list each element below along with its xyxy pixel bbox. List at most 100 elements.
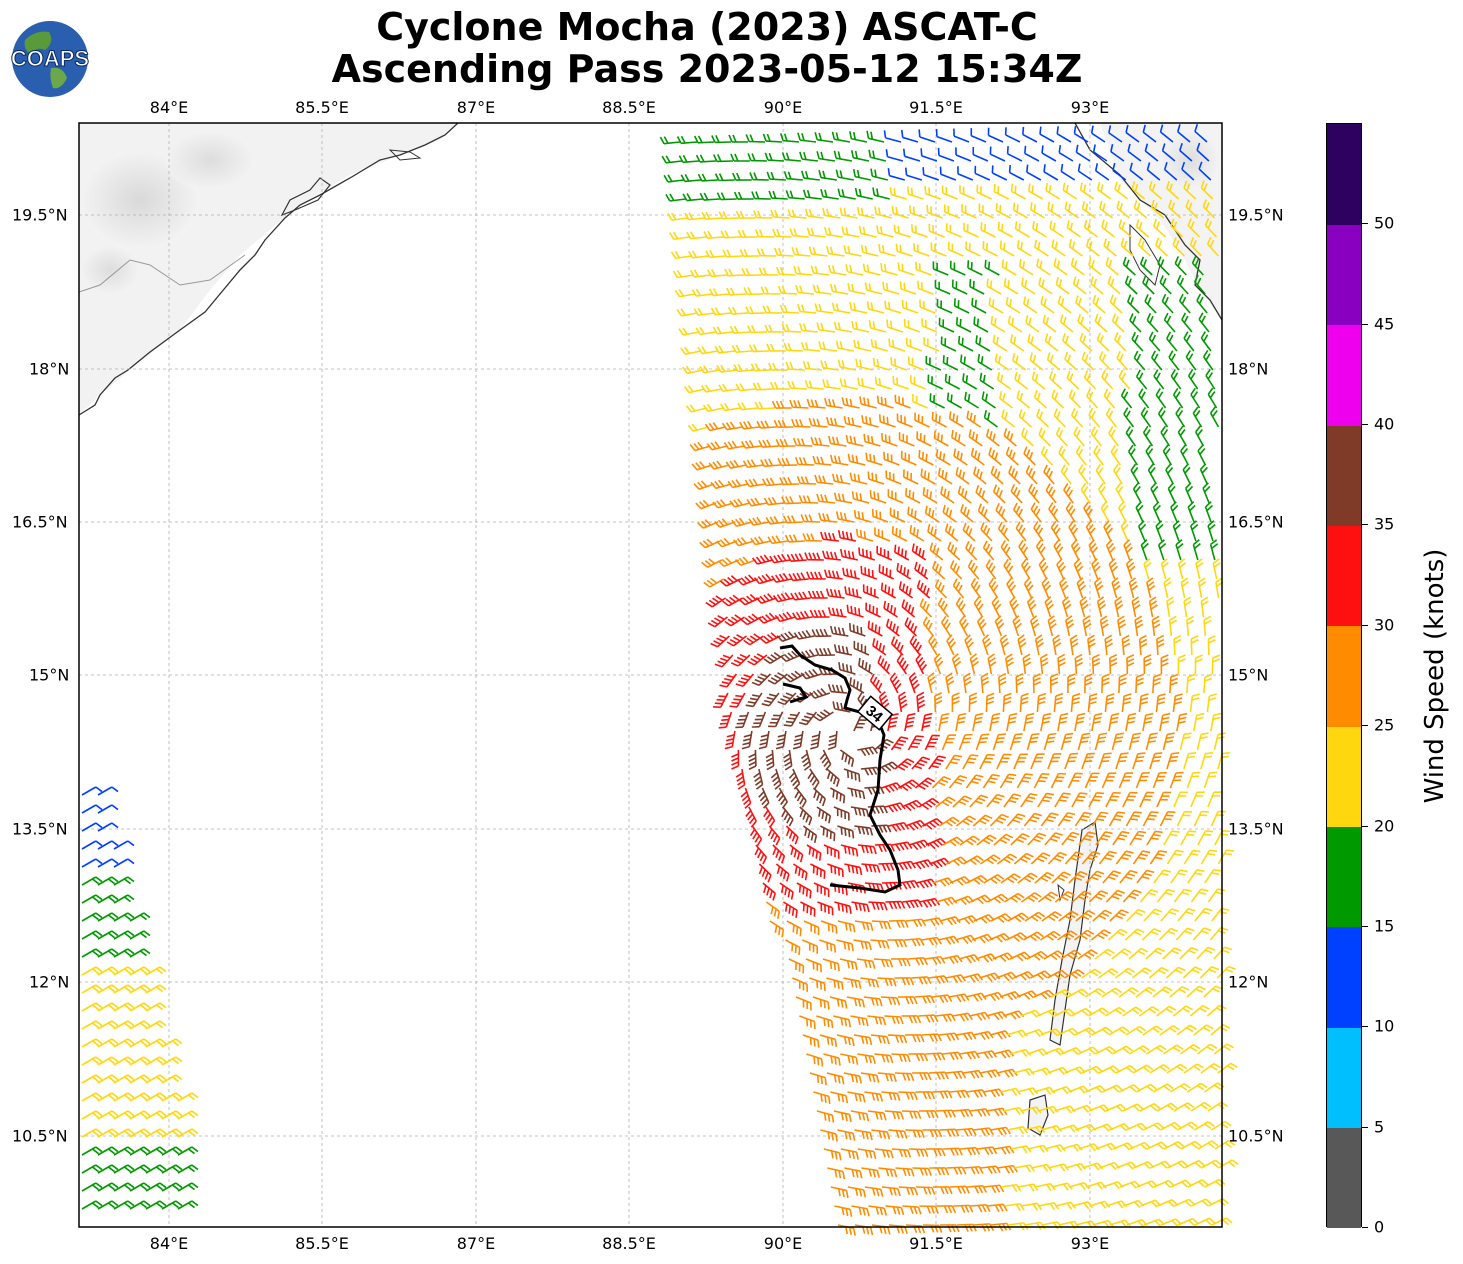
- wind-barb: [710, 634, 730, 648]
- wind-barb: [1198, 161, 1212, 181]
- wind-barb: [912, 859, 934, 870]
- wind-barb: [1135, 218, 1150, 238]
- wind-barb: [81, 1110, 103, 1120]
- wind-barb: [985, 428, 1000, 447]
- wind-barb: [693, 307, 715, 317]
- wind-barb: [1000, 540, 1012, 561]
- wind-barb: [1179, 143, 1193, 162]
- wind-barb: [1017, 1087, 1039, 1096]
- wind-barb: [129, 1038, 151, 1048]
- wind-barb: [1200, 180, 1214, 200]
- wind-barb: [1067, 988, 1089, 998]
- wind-barb: [955, 147, 972, 162]
- wind-barb: [1179, 1044, 1201, 1055]
- wind-barb: [1149, 752, 1163, 770]
- wind-barb: [887, 489, 904, 504]
- wind-barb: [903, 318, 921, 333]
- wind-barb: [1003, 892, 1025, 903]
- wind-barb: [980, 1165, 1001, 1175]
- wind-barb: [979, 753, 995, 770]
- wind-barb: [1058, 445, 1070, 466]
- wind-barb: [81, 984, 103, 994]
- wind-barb: [683, 385, 705, 394]
- wind-barb: [113, 912, 135, 922]
- wind-barb: [866, 130, 885, 143]
- wind-barb: [969, 279, 985, 295]
- wind-barb: [973, 596, 984, 618]
- wind-barb: [955, 1031, 977, 1041]
- wind-barb: [1105, 407, 1118, 428]
- wind-barb: [1079, 182, 1095, 200]
- wind-barb: [1014, 221, 1030, 238]
- wind-barb: [1022, 126, 1038, 143]
- wind-barb: [129, 1146, 151, 1156]
- wind-barb: [1041, 911, 1062, 922]
- wind-barb: [1024, 145, 1040, 162]
- wind-barb: [1057, 1027, 1079, 1036]
- wind-barb: [81, 858, 103, 868]
- wind-barb: [1159, 1025, 1180, 1036]
- wind-barb: [837, 825, 855, 839]
- wind-barb: [771, 400, 792, 409]
- wind-barb: [113, 1020, 135, 1030]
- wind-barb: [758, 267, 779, 276]
- wind-barb: [974, 165, 991, 181]
- wind-barb: [680, 174, 701, 183]
- wind-barb: [971, 297, 987, 314]
- wind-barb: [710, 479, 732, 490]
- wind-barb: [785, 190, 805, 200]
- wind-barb: [81, 966, 103, 976]
- wind-barb: [951, 429, 966, 447]
- wind-barb: [890, 736, 909, 751]
- wind-barb: [942, 836, 964, 847]
- wind-barb: [871, 508, 889, 523]
- wind-barb: [930, 242, 947, 257]
- wind-barb: [1101, 987, 1123, 998]
- wind-barb: [884, 1015, 904, 1025]
- wind-barb: [1122, 1103, 1144, 1112]
- wind-barb: [969, 1011, 991, 1021]
- wind-barb: [867, 471, 885, 485]
- wind-barb: [970, 578, 982, 599]
- wind-barb: [1196, 732, 1209, 751]
- wind-barb: [113, 1164, 135, 1174]
- wind-barb: [693, 480, 715, 490]
- wind-barb: [1180, 577, 1189, 599]
- wind-barb: [1101, 673, 1110, 694]
- wind-barb: [829, 454, 849, 466]
- wind-barb: [953, 128, 970, 143]
- wind-barb: [894, 544, 910, 561]
- wind-barb: [800, 749, 812, 771]
- wind-barb: [822, 379, 841, 390]
- wind-barb: [161, 1146, 183, 1156]
- wind-barb: [870, 339, 889, 352]
- wind-barb: [878, 564, 895, 580]
- wind-barb: [1211, 654, 1221, 675]
- wind-barb: [745, 692, 763, 708]
- wind-barb: [1183, 1063, 1204, 1074]
- wind-barb: [925, 837, 947, 850]
- wind-barb: [1034, 239, 1049, 257]
- wind-barb: [1119, 869, 1138, 884]
- wind-barb: [676, 308, 698, 317]
- wind-barb: [1131, 596, 1141, 618]
- wind-barb: [837, 359, 856, 371]
- wind-barb: [1172, 1005, 1194, 1017]
- wind-barb: [780, 650, 802, 663]
- wind-barb: [703, 577, 725, 588]
- wind-barb: [898, 779, 919, 792]
- wind-barb: [812, 455, 832, 466]
- wind-barb: [97, 1164, 119, 1174]
- wind-barb: [735, 383, 756, 392]
- wind-barb: [1129, 313, 1142, 333]
- wind-barb: [955, 934, 977, 945]
- wind-barb: [800, 901, 816, 917]
- wind-barb: [892, 375, 909, 390]
- wind-barb: [960, 354, 976, 371]
- wind-barb: [928, 1071, 949, 1080]
- wind-barb: [759, 632, 781, 644]
- wind-barb: [827, 730, 838, 750]
- wind-barb: [965, 774, 984, 789]
- wind-barb: [823, 569, 843, 580]
- wind-barb: [1058, 577, 1069, 599]
